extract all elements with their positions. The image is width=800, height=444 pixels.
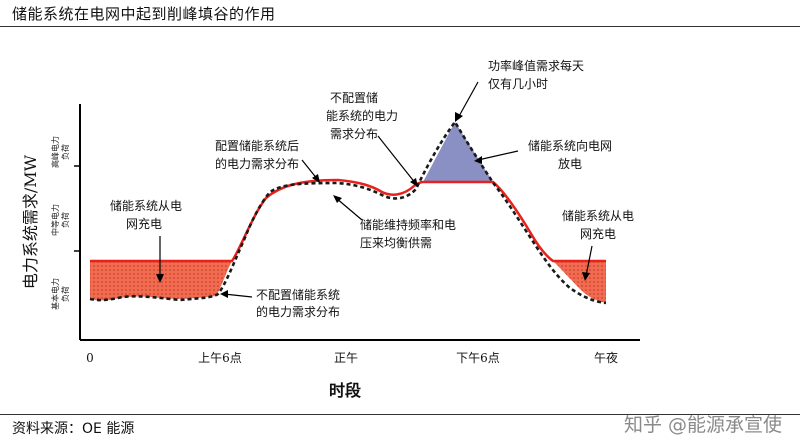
charge-left-line2: 网充电 <box>126 216 162 231</box>
band-label-mid-1: 中等电力 <box>50 204 60 236</box>
no-storage-top-line3: 需求分布 <box>330 127 378 141</box>
discharge-line1: 储能系统向电网 <box>528 138 612 153</box>
no-storage-top-arrow <box>377 135 417 185</box>
page-title: 储能系统在电网中起到削峰填谷的作用 <box>12 5 276 23</box>
x-axis-title: 时段 <box>329 381 362 400</box>
band-label-peak-2: 负荷 <box>60 144 70 160</box>
with-storage-curve <box>90 178 606 263</box>
watermark: 知乎 @能源承宣使 <box>623 414 782 436</box>
peak-note-line2: 仅有几小时 <box>488 77 548 91</box>
x-tick-midnight: 午夜 <box>594 350 618 365</box>
discharge-arrow <box>477 150 519 161</box>
x-tick-6pm: 下午6点 <box>456 351 500 365</box>
band-label-mid-2: 负荷 <box>60 212 70 228</box>
x-tick-0: 0 <box>86 351 94 365</box>
footer-divider <box>0 414 800 415</box>
charge-right-arrow <box>585 245 593 277</box>
band-label-base-1: 基本电力 <box>50 278 60 310</box>
charge-area-right <box>553 261 606 303</box>
peak-note-line1: 功率峰值需求每天 <box>488 58 584 73</box>
balance-line2: 压来均衡供需 <box>360 236 432 250</box>
with-storage-line2: 的电力需求分布 <box>215 156 299 171</box>
with-storage-line1: 配置储能系统后 <box>215 138 299 153</box>
charge-right-line2: 网充电 <box>580 226 616 241</box>
no-storage-top-line1: 不配置储 <box>330 90 378 105</box>
no-storage-bottom-arrow <box>223 293 253 298</box>
y-axis-label: 电力系统需求/MW <box>21 154 40 289</box>
peak-note-arrow <box>457 81 479 119</box>
balance-line1: 储能维持频率和电 <box>360 217 456 232</box>
no-storage-curve <box>89 119 607 305</box>
band-label-peak-1: 高峰电力 <box>50 136 60 168</box>
discharge-line2: 放电 <box>558 156 582 171</box>
balance-arrow <box>335 197 363 221</box>
x-tick-6am: 上午6点 <box>198 351 242 365</box>
discharge-area <box>423 122 493 182</box>
x-tick-noon: 正午 <box>334 351 358 365</box>
no-storage-bottom-line1: 不配置储能系统 <box>256 287 340 302</box>
no-storage-top-line2: 能系统的电力 <box>326 108 398 123</box>
charge-left-line1: 储能系统从电 <box>110 198 182 213</box>
charge-right-line1: 储能系统从电 <box>562 208 634 223</box>
band-label-base-2: 负荷 <box>60 286 70 302</box>
source-note: 资料来源：OE 能源 <box>12 421 135 437</box>
title-divider <box>0 26 800 27</box>
no-storage-bottom-line2: 的电力需求分布 <box>256 304 340 319</box>
